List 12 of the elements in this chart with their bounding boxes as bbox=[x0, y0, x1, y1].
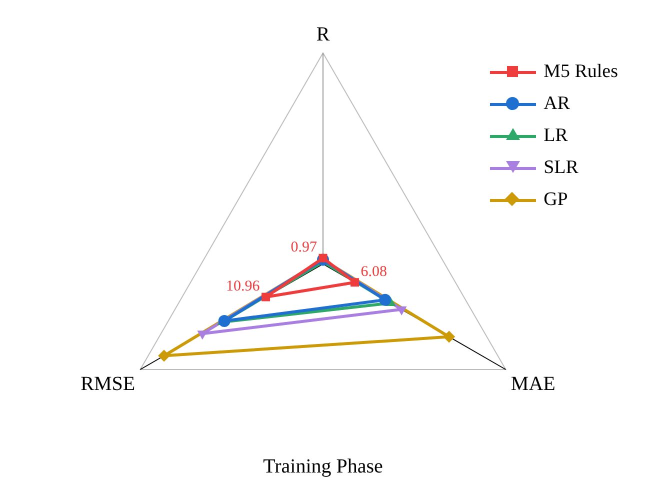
spoke-label: MAE bbox=[510, 372, 556, 395]
text: 0.97 bbox=[290, 240, 318, 256]
text: 6.08 bbox=[360, 264, 388, 280]
legend-label: SLR bbox=[544, 157, 578, 179]
legend-label: GP bbox=[544, 189, 568, 211]
spoke-label: R bbox=[316, 23, 330, 46]
legend-label: M5 Rules bbox=[544, 61, 618, 83]
text: 10.96 bbox=[226, 278, 260, 294]
legend-label: AR bbox=[544, 93, 570, 115]
legend-label: LR bbox=[544, 125, 568, 147]
spoke-label: RMSE bbox=[80, 372, 136, 395]
text: Training Phase bbox=[263, 455, 384, 478]
